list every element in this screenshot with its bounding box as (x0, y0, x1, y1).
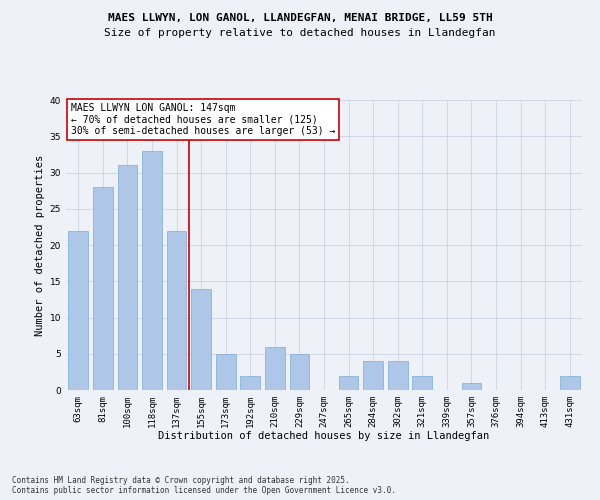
Bar (191, 288, 211, 390)
Text: Contains HM Land Registry data © Crown copyright and database right 2025.
Contai: Contains HM Land Registry data © Crown c… (12, 476, 396, 495)
Bar (241, 376, 260, 390)
Text: Size of property relative to detached houses in Llandegfan: Size of property relative to detached ho… (104, 28, 496, 38)
Y-axis label: Number of detached properties: Number of detached properties (35, 154, 46, 336)
Bar (167, 230, 187, 390)
Bar (461, 383, 481, 390)
Bar (265, 346, 284, 390)
X-axis label: Distribution of detached houses by size in Llandegfan: Distribution of detached houses by size … (158, 432, 490, 442)
Bar (216, 354, 236, 390)
Bar (93, 187, 113, 390)
Bar (142, 151, 162, 390)
Bar (68, 230, 88, 390)
Bar (412, 376, 432, 390)
Bar (118, 165, 137, 390)
Text: MAES LLWYN LON GANOL: 147sqm
← 70% of detached houses are smaller (125)
30% of s: MAES LLWYN LON GANOL: 147sqm ← 70% of de… (71, 103, 335, 136)
Bar (364, 361, 383, 390)
Bar (388, 361, 407, 390)
Bar (339, 376, 358, 390)
Text: MAES LLWYN, LON GANOL, LLANDEGFAN, MENAI BRIDGE, LL59 5TH: MAES LLWYN, LON GANOL, LLANDEGFAN, MENAI… (107, 12, 493, 22)
Bar (290, 354, 309, 390)
Bar (560, 376, 580, 390)
